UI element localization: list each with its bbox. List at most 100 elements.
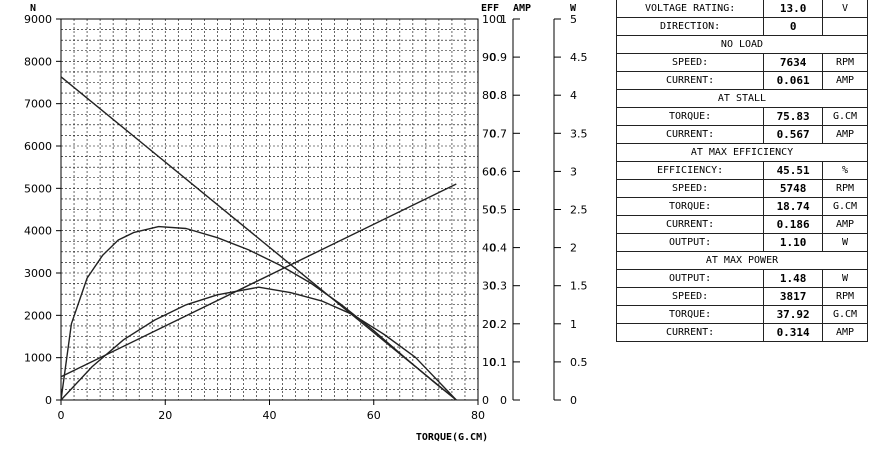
spec-unit: AMP: [822, 323, 868, 342]
power-axis-tick-label: 3.5: [570, 127, 588, 140]
spec-value: 5748: [763, 179, 824, 198]
power-axis-title: W: [570, 3, 577, 14]
spec-value: 0.186: [763, 215, 824, 234]
spec-row-no-load-current: CURRENT: 0.061 AMP: [615, 71, 868, 90]
spec-value: 75.83: [763, 107, 824, 126]
spec-unit: AMP: [822, 125, 868, 144]
spec-value: 0.314: [763, 323, 824, 342]
power-axis-tick-label: 3: [570, 165, 577, 178]
spec-label: OUTPUT:: [615, 269, 765, 288]
spec-value: 13.0: [763, 0, 824, 18]
x-axis-tick-label: 60: [367, 409, 381, 422]
speed-axis-tick-label: 0: [45, 394, 52, 407]
current-axis-title: AMP: [513, 3, 531, 14]
section-title: NO LOAD: [616, 35, 868, 54]
spec-unit: RPM: [822, 287, 868, 306]
spec-row-voltage: VOLTAGE RATING: 13.0 V: [615, 0, 868, 18]
power-axis-tick-label: 2: [570, 242, 577, 255]
speed-axis-tick-label: 1000: [24, 352, 52, 365]
power-axis-tick-label: 4: [570, 89, 577, 102]
speed-axis-tick-label: 2000: [24, 309, 52, 322]
power-axis-tick-label: 0: [570, 394, 577, 407]
spec-unit: %: [822, 161, 868, 180]
spec-label: DIRECTION:: [615, 17, 765, 36]
power-axis-tick-label: 5: [570, 13, 577, 26]
speed-axis-tick-label: 4000: [24, 225, 52, 238]
x-axis-title: TORQUE(G.CM): [416, 432, 488, 443]
spec-value: 7634: [763, 53, 824, 72]
spec-value: 1.48: [763, 269, 824, 288]
spec-unit: RPM: [822, 53, 868, 72]
efficiency-axis-tick-label: 70: [482, 127, 496, 140]
speed-axis-tick-label: 8000: [24, 55, 52, 68]
spec-row-stall-torque: TORQUE: 75.83 G.CM: [615, 107, 868, 126]
spec-label: CURRENT:: [615, 71, 765, 90]
spec-unit: RPM: [822, 179, 868, 198]
current-axis-tick-label: 1: [500, 13, 507, 26]
section-title: AT MAX POWER: [616, 251, 868, 270]
spec-unit: W: [822, 233, 868, 252]
spec-label: SPEED:: [615, 179, 765, 198]
x-axis-tick-label: 40: [263, 409, 277, 422]
section-title: AT MAX EFFICIENCY: [616, 143, 868, 162]
x-axis-tick-label: 0: [58, 409, 65, 422]
power-curve: [60, 286, 457, 401]
spec-row-max-eff-torque: TORQUE: 18.74 G.CM: [615, 197, 868, 216]
efficiency-axis-tick-label: 100: [482, 13, 503, 26]
spec-unit: G.CM: [822, 107, 868, 126]
section-header-max-efficiency: AT MAX EFFICIENCY: [616, 143, 868, 162]
efficiency-axis-tick-label: 10: [482, 356, 496, 369]
power-axis-tick-label: 1.5: [570, 280, 588, 293]
spec-label: CURRENT:: [615, 125, 765, 144]
efficiency-axis-tick-label: 40: [482, 242, 496, 255]
spec-unit: AMP: [822, 71, 868, 90]
spec-row-max-power-torque: TORQUE: 37.92 G.CM: [615, 305, 868, 324]
spec-unit: W: [822, 269, 868, 288]
efficiency-axis-title: EFF: [481, 3, 499, 14]
current-axis-tick-label: 0.9: [490, 51, 508, 64]
current-axis-tick-label: 0.5: [490, 204, 508, 217]
spec-label: TORQUE:: [615, 107, 765, 126]
spec-row-max-eff-output: OUTPUT: 1.10 W: [615, 233, 868, 252]
efficiency-curve: [60, 225, 457, 401]
spec-row-max-eff-speed: SPEED: 5748 RPM: [615, 179, 868, 198]
spec-label: TORQUE:: [615, 197, 765, 216]
spec-row-max-eff-efficiency: EFFICIENCY: 45.51 %: [615, 161, 868, 180]
speed-curve: [60, 76, 457, 401]
spec-value: 0.061: [763, 71, 824, 90]
spec-row-stall-current: CURRENT: 0.567 AMP: [615, 125, 868, 144]
efficiency-axis-tick-label: 30: [482, 280, 496, 293]
speed-axis-tick-label: 3000: [24, 267, 52, 280]
spec-label: OUTPUT:: [615, 233, 765, 252]
spec-row-no-load-speed: SPEED: 7634 RPM: [615, 53, 868, 72]
efficiency-axis-tick-label: 20: [482, 318, 496, 331]
spec-value: 3817: [763, 287, 824, 306]
spec-row-max-power-current: CURRENT: 0.314 AMP: [615, 323, 868, 342]
spec-value: 0.567: [763, 125, 824, 144]
efficiency-axis-tick-label: 90: [482, 51, 496, 64]
spec-unit: [822, 17, 868, 36]
spec-row-max-power-speed: SPEED: 3817 RPM: [615, 287, 868, 306]
power-axis-tick-label: 4.5: [570, 51, 588, 64]
spec-label: VOLTAGE RATING:: [615, 0, 765, 18]
spec-table: VOLTAGE RATING: 13.0 V DIRECTION: 0 NO L…: [615, 0, 868, 342]
spec-row-max-eff-current: CURRENT: 0.186 AMP: [615, 215, 868, 234]
spec-label: SPEED:: [615, 287, 765, 306]
spec-unit: G.CM: [822, 305, 868, 324]
section-title: AT STALL: [616, 89, 868, 108]
power-axis-tick-label: 1: [570, 318, 577, 331]
speed-axis-tick-label: 6000: [24, 140, 52, 153]
section-header-stall: AT STALL: [616, 89, 868, 108]
section-header-max-power: AT MAX POWER: [616, 251, 868, 270]
current-axis-tick-label: 0.3: [490, 280, 508, 293]
spec-label: SPEED:: [615, 53, 765, 72]
section-header-no-load: NO LOAD: [616, 35, 868, 54]
spec-value: 18.74: [763, 197, 824, 216]
current-axis-tick-label: 0.6: [490, 165, 508, 178]
spec-label: CURRENT:: [615, 215, 765, 234]
spec-unit: G.CM: [822, 197, 868, 216]
efficiency-axis-tick-label: 50: [482, 204, 496, 217]
current-axis-tick-label: 0.4: [490, 242, 508, 255]
spec-unit: AMP: [822, 215, 868, 234]
